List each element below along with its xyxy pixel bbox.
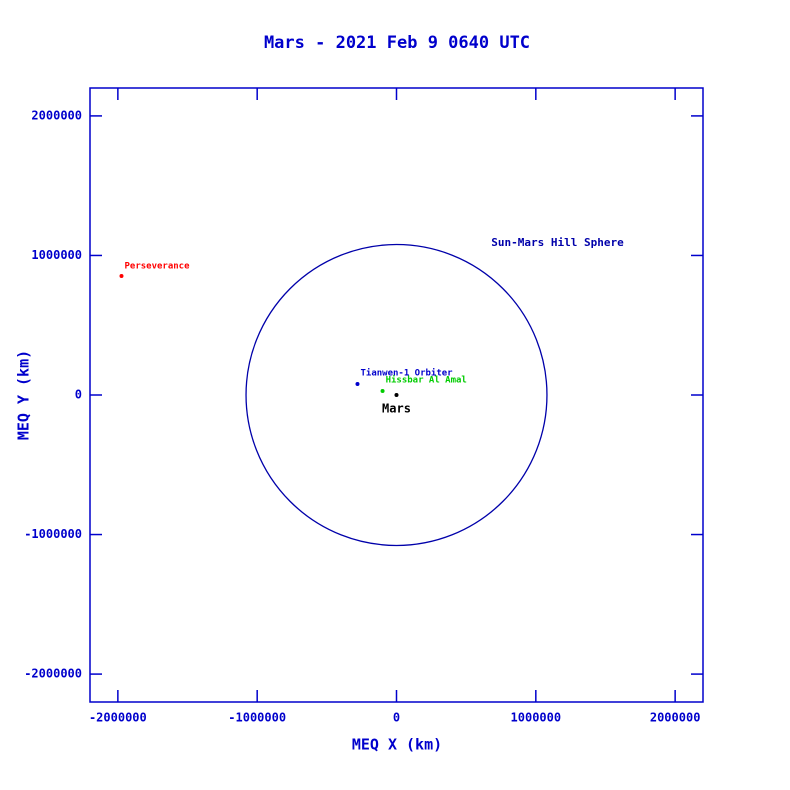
hill-sphere xyxy=(245,243,548,547)
point-label: Tianwen-1 Orbiter xyxy=(360,367,453,378)
point xyxy=(394,393,399,397)
point xyxy=(380,388,385,393)
point xyxy=(355,381,360,386)
hill-sphere-label: Sun-Mars Hill Sphere xyxy=(491,236,624,249)
y-axis-label: MEQ Y (km) xyxy=(15,350,33,440)
x-tick-label: 0 xyxy=(393,711,400,725)
x-tick-label: -1000000 xyxy=(228,711,286,725)
chart-title: Mars - 2021 Feb 9 0640 UTC xyxy=(264,33,530,53)
x-tick-label: 2000000 xyxy=(650,711,701,725)
point-label: Mars xyxy=(382,402,411,416)
y-tick-label: 0 xyxy=(75,388,82,402)
y-tick-label: 2000000 xyxy=(31,108,82,122)
y-tick-label: -2000000 xyxy=(24,667,82,681)
point-label: Perseverance xyxy=(124,261,190,271)
point xyxy=(119,273,124,278)
point-label: Hissbar Al Amal xyxy=(386,374,467,385)
y-tick-label: 1000000 xyxy=(31,248,82,262)
y-tick-label: -1000000 xyxy=(24,527,82,541)
x-axis-label: MEQ X (km) xyxy=(352,736,442,754)
x-tick-label: 1000000 xyxy=(511,711,562,725)
x-tick-label: -2000000 xyxy=(89,711,147,725)
